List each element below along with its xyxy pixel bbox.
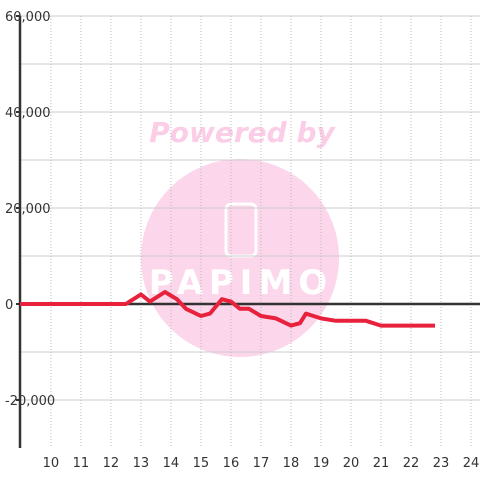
x-tick-label: 20 bbox=[343, 456, 360, 471]
x-tick-label: 11 bbox=[73, 456, 90, 471]
x-tick-label: 15 bbox=[193, 456, 210, 471]
y-tick-label: -20,000 bbox=[5, 394, 55, 409]
watermark-circle bbox=[141, 159, 339, 357]
x-tick-label: 21 bbox=[373, 456, 390, 471]
y-tick-label: 0 bbox=[5, 298, 13, 313]
x-tick-label: 14 bbox=[163, 456, 180, 471]
y-tick-label: 40,000 bbox=[5, 106, 51, 121]
x-tick-label: 16 bbox=[223, 456, 240, 471]
x-tick-label: 18 bbox=[283, 456, 300, 471]
x-tick-label: 12 bbox=[103, 456, 120, 471]
x-tick-label: 13 bbox=[133, 456, 150, 471]
x-tick-label: 19 bbox=[313, 456, 330, 471]
x-tick-label: 24 bbox=[463, 456, 480, 471]
data-line bbox=[20, 290, 435, 328]
y-tick-label: 20,000 bbox=[5, 202, 51, 217]
y-tick-label: 60,000 bbox=[5, 10, 51, 25]
x-tick-label: 22 bbox=[403, 456, 420, 471]
x-tick-label: 10 bbox=[43, 456, 60, 471]
watermark-logo: PAPIMO bbox=[149, 263, 333, 303]
x-tick-label: 17 bbox=[253, 456, 270, 471]
x-tick-label: 23 bbox=[433, 456, 450, 471]
watermark-text: Powered by bbox=[149, 116, 336, 149]
